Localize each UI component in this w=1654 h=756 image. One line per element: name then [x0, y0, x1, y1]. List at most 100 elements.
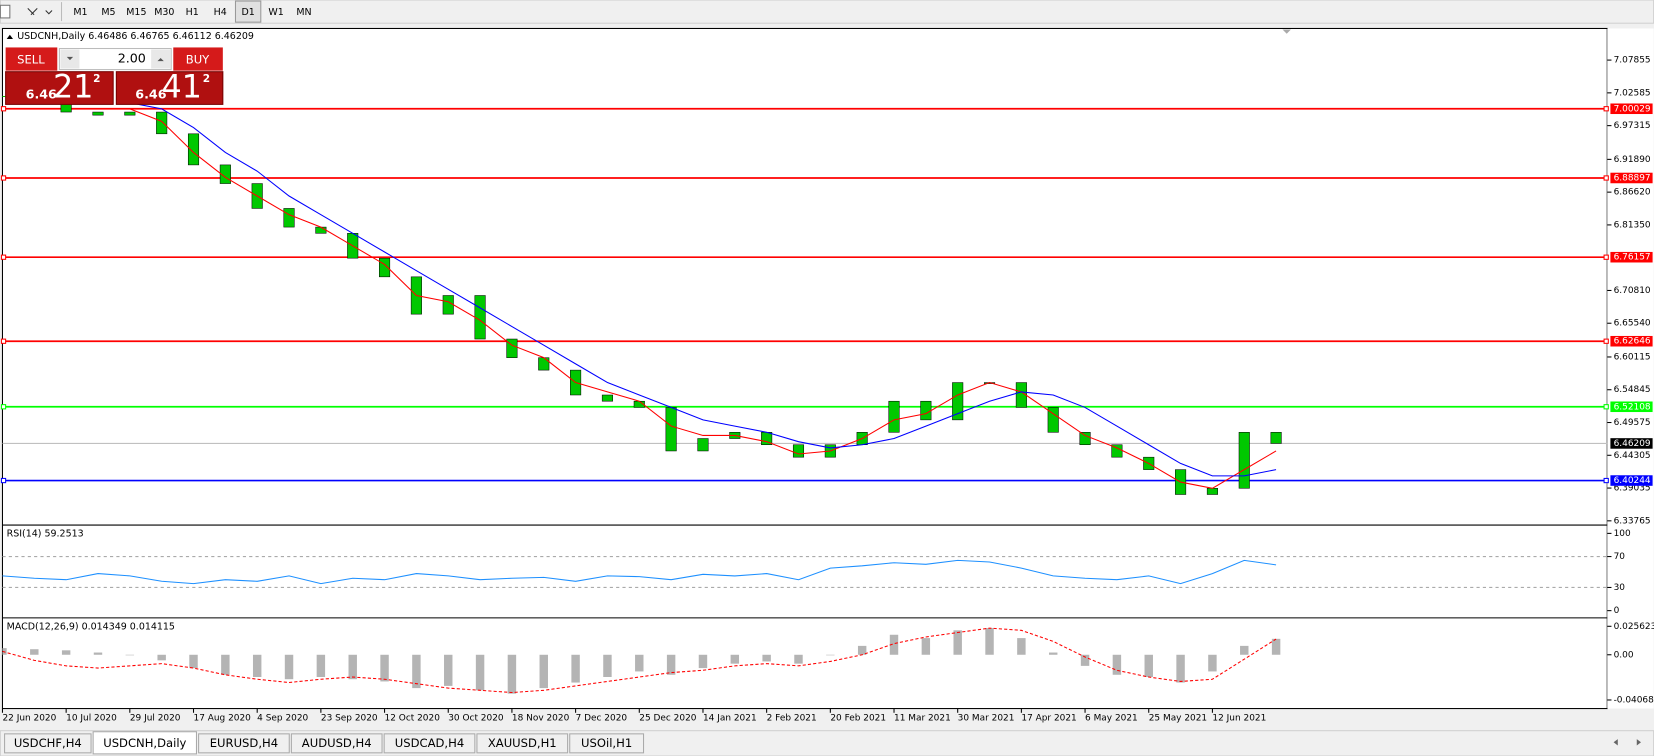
tab[interactable]: [198, 733, 290, 754]
timeframe-button[interactable]: M15: [126, 7, 146, 18]
chart-panels: 7.07855 7.02585 6.97315 6.91890 6.86620 6.813…: [0, 31, 1654, 724]
level-handle[interactable]: [0, 338, 7, 344]
x-tick-label: 23 Sep 2020: [321, 714, 378, 724]
buy-label[interactable]: BUY: [186, 53, 210, 67]
timeframe-button[interactable]: D1: [241, 7, 254, 18]
level-label: 6.52108: [1614, 402, 1651, 412]
candle-body: [506, 338, 518, 358]
x-tick-label: 6 May 2021: [1085, 714, 1138, 724]
x-tick-label: 20 Feb 2021: [830, 714, 886, 724]
y-tick-label: 6.60115: [1614, 352, 1651, 362]
sell-label[interactable]: SELL: [17, 53, 45, 67]
candle-body: [283, 208, 295, 228]
timeframe-button[interactable]: M5: [101, 7, 115, 18]
tab-label[interactable]: USDCAD,H4: [395, 736, 464, 750]
macd-bar: [348, 654, 357, 680]
level-handle[interactable]: [1603, 338, 1609, 344]
level-handle[interactable]: [1603, 175, 1609, 181]
macd-bar: [2, 648, 7, 655]
tab-label[interactable]: USOil,H1: [581, 736, 632, 750]
candle-body: [187, 133, 200, 166]
macd-bar: [125, 654, 135, 656]
level-handle[interactable]: [1603, 106, 1609, 112]
panel-candlestick: [2, 95, 1608, 495]
timeframe-active[interactable]: [234, 0, 262, 23]
tab-active[interactable]: [92, 731, 197, 755]
y-tick-label: 0: [1614, 606, 1620, 616]
buy-price-head: 6.46: [135, 86, 166, 101]
candle-body: [315, 226, 327, 234]
tab-label[interactable]: XAUUSD,H1: [488, 736, 557, 750]
macd-bar: [93, 652, 103, 655]
macd-bar: [635, 654, 644, 672]
tab[interactable]: [4, 733, 92, 754]
tab[interactable]: [569, 733, 645, 754]
buy-button[interactable]: [173, 47, 223, 71]
tab-label[interactable]: USDCNH,Daily: [103, 736, 186, 750]
level-label: 6.76157: [1614, 253, 1651, 263]
level-tag: [1610, 438, 1653, 449]
level-tag: [1610, 103, 1653, 115]
macd-bar: [730, 654, 740, 664]
macd-bar: [444, 654, 453, 686]
panel-title: MACD(12,26,9) 0.014349 0.014115: [7, 621, 175, 632]
level-handle[interactable]: [1603, 254, 1609, 260]
text-tool-icon[interactable]: [0, 4, 11, 19]
buy-price-box[interactable]: [115, 71, 224, 105]
x-tick-label: 29 Jul 2020: [130, 714, 181, 724]
x-tick-label: 25 May 2021: [1149, 714, 1207, 724]
level-handle[interactable]: [0, 404, 7, 410]
macd-bar: [284, 654, 294, 680]
level-label: 6.40244: [1614, 476, 1651, 486]
level-handle[interactable]: [1603, 477, 1609, 484]
candle-body: [1270, 432, 1282, 444]
y-tick-label: 6.86620: [1614, 188, 1651, 198]
tab-label[interactable]: USDCHF,H4: [14, 736, 82, 750]
macd-bar: [1080, 654, 1090, 666]
level-handle[interactable]: [0, 106, 7, 112]
macd-bar: [762, 654, 771, 662]
lot-value[interactable]: 2.00: [118, 51, 146, 66]
x-tick-label: 7 Dec 2020: [576, 714, 628, 724]
macd-bar: [252, 654, 262, 677]
y-tick-label: 100: [1614, 529, 1631, 539]
macd-bar: [889, 634, 899, 655]
level-handle[interactable]: [0, 477, 7, 484]
draw-tool-icon[interactable]: [27, 8, 53, 16]
macd-bar: [666, 654, 676, 675]
candle-body: [92, 111, 104, 116]
candle-body: [792, 444, 805, 458]
level-handle[interactable]: [1603, 404, 1609, 410]
timeframe-button[interactable]: H1: [186, 7, 199, 18]
panel-title: USDCNH,Daily 6.46486 6.46765 6.46112 6.4…: [17, 31, 254, 42]
tab[interactable]: [290, 733, 383, 754]
timeframe-button[interactable]: M1: [73, 7, 87, 18]
timeframe-button[interactable]: W1: [268, 7, 283, 18]
sell-button[interactable]: [5, 47, 58, 71]
candle-body: [124, 111, 136, 116]
y-tick-label: 7.02585: [1614, 88, 1651, 98]
timeframe-button[interactable]: H4: [214, 7, 227, 18]
tab-label[interactable]: AUDUSD,H4: [302, 736, 372, 750]
macd-bar: [1112, 654, 1122, 675]
macd-bar: [571, 654, 580, 683]
level-handle[interactable]: [0, 254, 7, 260]
tab[interactable]: [383, 733, 476, 754]
candle-body: [474, 295, 486, 340]
tab[interactable]: [476, 733, 569, 754]
candle-body: [538, 357, 550, 371]
candle-body: [920, 400, 932, 421]
x-tick-label: 22 Jun 2020: [2, 714, 56, 724]
timeframe-button[interactable]: M30: [154, 7, 174, 18]
sell-price-box[interactable]: [5, 71, 114, 105]
tab-label[interactable]: EURUSD,H4: [210, 736, 278, 750]
lot-input[interactable]: [58, 47, 172, 71]
macd-bar: [507, 654, 517, 694]
macd-bar: [1049, 652, 1058, 655]
y-tick-label: 6.91890: [1614, 155, 1651, 165]
candle-body: [219, 164, 231, 184]
x-tick-label: 2 Feb 2021: [767, 714, 817, 724]
timeframe-button[interactable]: MN: [296, 7, 311, 18]
level-handle[interactable]: [0, 175, 7, 181]
